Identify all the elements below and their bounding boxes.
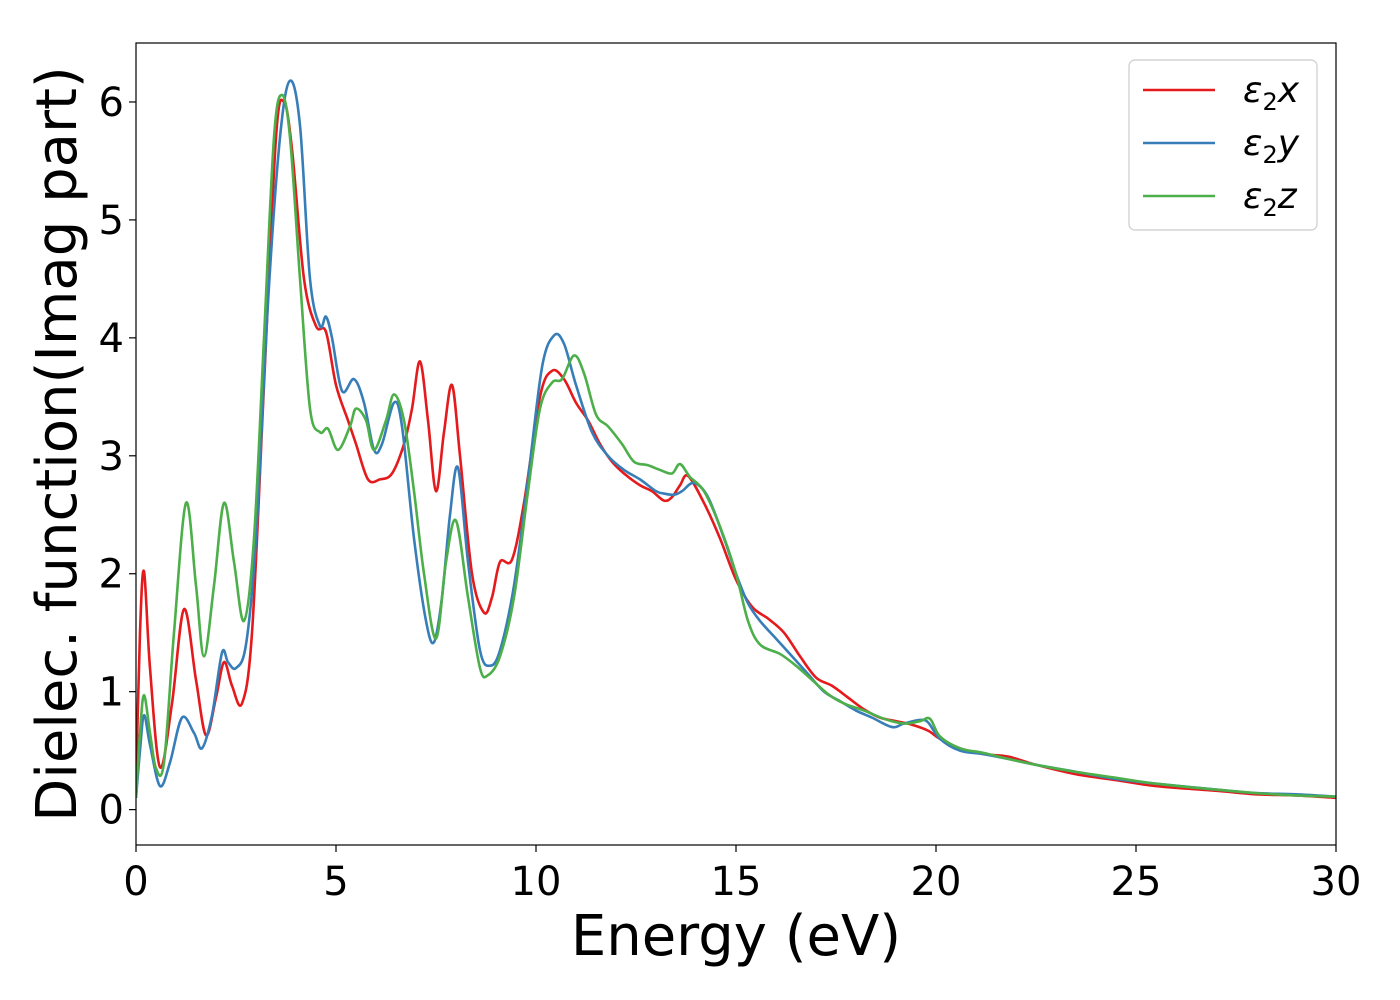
ticks-layer: 0 5 10 15 20 25 30 0 1 2 3 4 5 6 (99, 80, 1362, 905)
x-tick-label: 15 (711, 859, 762, 905)
x-tick-label: 10 (511, 859, 562, 905)
legend-label-x: ε2x (1243, 70, 1300, 116)
x-tick-label: 25 (1111, 859, 1162, 905)
series-line-z (136, 93, 1336, 798)
y-tick-label: 6 (99, 80, 124, 126)
legend-label-z: ε2z (1243, 176, 1298, 222)
legend: ε2x ε2y ε2z (1128, 59, 1318, 231)
legend-frame (1128, 59, 1318, 231)
x-tick-label: 5 (323, 859, 348, 905)
x-tick-label: 30 (1311, 859, 1362, 905)
legend-label-y: ε2y (1243, 123, 1300, 169)
x-tick-label: 20 (911, 859, 962, 905)
series-layer (136, 79, 1336, 800)
y-tick-label: 2 (99, 552, 124, 598)
x-tick-label: 0 (123, 859, 148, 905)
y-axis-label: Dielec. function(Imag part) (25, 66, 90, 822)
x-axis-label: Energy (eV) (571, 904, 901, 969)
y-tick-label: 0 (99, 788, 124, 834)
series-line-y (136, 79, 1336, 798)
y-tick-label: 4 (99, 316, 124, 362)
y-tick-label: 1 (99, 670, 124, 716)
y-tick-label: 3 (99, 434, 124, 480)
y-tick-label: 5 (99, 198, 124, 244)
